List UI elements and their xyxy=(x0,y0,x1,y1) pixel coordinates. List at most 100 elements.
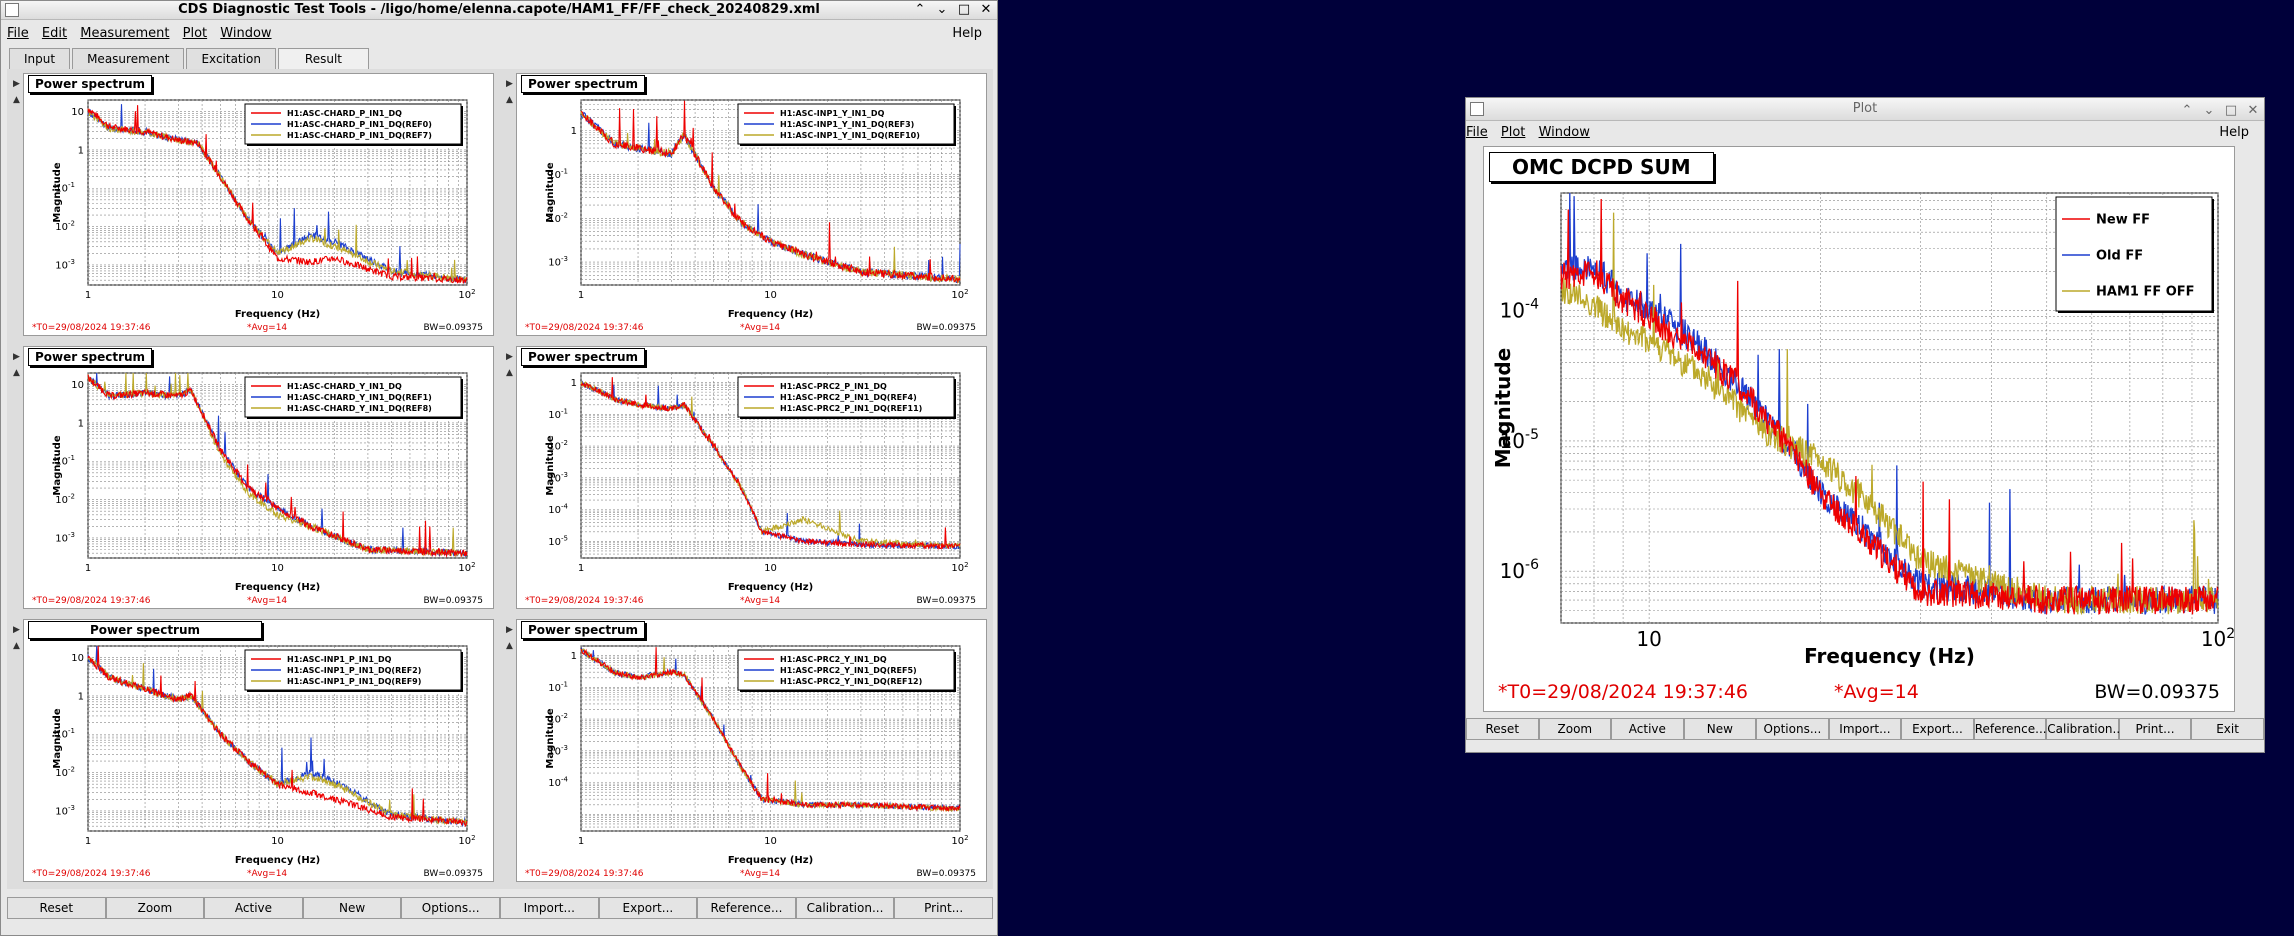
panel-title: OMC DCPD SUM xyxy=(1489,152,1714,182)
tab-result[interactable]: Result xyxy=(277,48,369,69)
menu-measurement[interactable]: Measurement xyxy=(80,26,170,41)
nav-arrow-icon[interactable]: ▲ xyxy=(13,368,20,378)
plot-menu-file[interactable]: File xyxy=(1466,125,1488,140)
y-tick-label: 10-4 xyxy=(548,776,568,790)
x-tick-label: 102 xyxy=(951,561,968,574)
plot-cell: ▶ ▲ Power spectrum 1 10 102 1 10-1 10-2 10-3 10-4 1… xyxy=(500,342,993,615)
legend-entry: H1:ASC-PRC2_P_IN1_DQ(REF11) xyxy=(780,404,922,413)
y-tick-label: 10-1 xyxy=(548,167,568,181)
nav-arrow-icon[interactable]: ▶ xyxy=(13,352,20,362)
tab-excitation[interactable]: Excitation xyxy=(186,48,276,69)
plot_window-button-print[interactable]: Print... xyxy=(2118,718,2192,740)
nav-arrow-icon[interactable]: ▶ xyxy=(506,79,513,89)
series-line-off xyxy=(87,108,468,284)
plot-titlebar[interactable]: Plot ⌃ ⌄ □ ✕ xyxy=(1466,98,2264,121)
y-tick-label: 10-1 xyxy=(55,727,75,741)
shade-icon[interactable]: ⌄ xyxy=(936,2,948,17)
close-icon[interactable]: ✕ xyxy=(2247,103,2259,118)
legend-entry: H1:ASC-PRC2_P_IN1_DQ(REF4) xyxy=(780,393,917,402)
x-tick-label: 1 xyxy=(578,563,584,574)
plot_window-button-reference[interactable]: Reference... xyxy=(1973,718,2047,740)
menu-plot[interactable]: Plot xyxy=(182,26,208,41)
close-icon[interactable]: ✕ xyxy=(980,2,992,17)
main-button-options[interactable]: Options... xyxy=(401,897,500,919)
main-tabs: Input Measurement Excitation Result xyxy=(9,48,371,69)
main-button-new[interactable]: New xyxy=(302,897,402,919)
chart-legend: H1:ASC-PRC2_P_IN1_DQ H1:ASC-PRC2_P_IN1_DQ… xyxy=(737,376,956,419)
footer-bw: BW=0.09375 xyxy=(423,869,483,879)
minimize-icon[interactable]: ⌃ xyxy=(2181,103,2193,118)
legend-entry: H1:ASC-PRC2_Y_IN1_DQ xyxy=(780,655,887,664)
footer-avg: *Avg=14 xyxy=(740,323,781,333)
tab-input[interactable]: Input xyxy=(9,48,71,69)
y-axis-label: Magnitude xyxy=(52,162,63,222)
nav-arrow-icon[interactable]: ▶ xyxy=(13,625,20,635)
series-line-off xyxy=(87,657,468,826)
plot_window-button-reset[interactable]: Reset xyxy=(1466,718,1539,740)
plot-menu-help[interactable]: Help xyxy=(2219,125,2249,140)
plot-menu-window[interactable]: Window xyxy=(1538,125,1590,140)
spectrum-panel[interactable]: Power spectrum 1 10 102 10 1 10-1 10-2 10-3 Frequ… xyxy=(23,619,494,882)
x-tick-label: 10 xyxy=(764,836,777,847)
nav-arrow-icon[interactable]: ▲ xyxy=(506,641,513,651)
plot_window-button-export[interactable]: Export... xyxy=(1901,718,1974,740)
panel-title: Power spectrum xyxy=(521,621,646,639)
shade-icon[interactable]: ⌄ xyxy=(2203,103,2215,118)
panel-title: Power spectrum xyxy=(28,348,153,366)
main-menubar: File Edit Measurement Plot Window Help xyxy=(7,25,997,43)
nav-arrow-icon[interactable]: ▲ xyxy=(506,368,513,378)
series-line-new xyxy=(1560,198,2219,615)
main-button-active[interactable]: Active xyxy=(204,897,303,919)
x-tick-label: 10 xyxy=(1636,627,1661,651)
nav-arrow-icon[interactable]: ▲ xyxy=(13,95,20,105)
main-button-export[interactable]: Export... xyxy=(598,897,698,919)
main-button-reference[interactable]: Reference... xyxy=(697,897,796,919)
plot-grid: ▶ ▲ Power spectrum 1 10 102 10 1 10-1 10-2 10-3 Fre… xyxy=(7,69,993,889)
main-button-reset[interactable]: Reset xyxy=(7,897,106,919)
chart-legend: New FF Old FF HAM1 FF OFF xyxy=(2055,196,2214,313)
x-tick-label: 1 xyxy=(85,836,91,847)
plot_window-button-calibration[interactable]: Calibration... xyxy=(2046,718,2124,740)
nav-arrow-icon[interactable]: ▲ xyxy=(506,95,513,105)
y-axis-label: Magnitude xyxy=(545,162,556,222)
main-titlebar[interactable]: CDS Diagnostic Test Tools - /ligo/home/e… xyxy=(1,1,997,20)
y-axis-label: Magnitude xyxy=(1491,348,1515,469)
nav-arrow-icon[interactable]: ▶ xyxy=(506,352,513,362)
menu-help[interactable]: Help xyxy=(952,26,982,41)
plot_window-button-active[interactable]: Active xyxy=(1611,718,1684,740)
spectrum-panel[interactable]: Power spectrum 1 10 102 10 1 10-1 10-2 10-3 Frequ… xyxy=(23,73,494,336)
series-line-new xyxy=(580,377,961,551)
maximize-icon[interactable]: □ xyxy=(2224,103,2238,118)
legend-entry: H1:ASC-CHARD_P_IN1_DQ(REF7) xyxy=(287,131,432,140)
menu-window[interactable]: Window xyxy=(220,26,272,41)
nav-arrow-icon[interactable]: ▶ xyxy=(13,79,20,89)
menu-edit[interactable]: Edit xyxy=(41,26,68,41)
menu-file[interactable]: File xyxy=(7,26,29,41)
plot-menu-plot[interactable]: Plot xyxy=(1500,125,1526,140)
plot_window-button-options[interactable]: Options... xyxy=(1756,718,1829,740)
y-tick-label: 1 xyxy=(78,418,84,429)
plot_window-button-new[interactable]: New xyxy=(1683,718,1757,740)
spectrum-panel[interactable]: Power spectrum 1 10 102 1 10-1 10-2 10-3 10-4 10-… xyxy=(516,346,987,609)
tab-measurement[interactable]: Measurement xyxy=(72,48,185,69)
main-button-print[interactable]: Print... xyxy=(894,897,993,919)
y-axis-label: Magnitude xyxy=(545,708,556,768)
plot_window-button-exit[interactable]: Exit xyxy=(2191,718,2264,740)
x-tick-label: 102 xyxy=(951,834,968,847)
main-button-import[interactable]: Import... xyxy=(499,897,599,919)
spectrum-panel[interactable]: Power spectrum 1 10 102 10 1 10-1 10-2 10-3 Frequ… xyxy=(23,346,494,609)
nav-arrow-icon[interactable]: ▲ xyxy=(13,641,20,651)
spectrum-panel[interactable]: Power spectrum 1 10 102 1 10-1 10-2 10-3 10-4 Fre… xyxy=(516,619,987,882)
main-button-zoom[interactable]: Zoom xyxy=(105,897,205,919)
grid-lines xyxy=(1560,192,2219,624)
plot_window-button-zoom[interactable]: Zoom xyxy=(1538,718,1612,740)
y-tick-label: 10-4 xyxy=(548,503,568,517)
footer-t0: *T0=29/08/2024 19:37:46 xyxy=(525,323,644,333)
spectrum-panel[interactable]: Power spectrum 1 10 102 1 10-1 10-2 10-3 Frequen… xyxy=(516,73,987,336)
nav-arrow-icon[interactable]: ▶ xyxy=(506,625,513,635)
main-button-calibration[interactable]: Calibration... xyxy=(795,897,895,919)
x-tick-label: 10 xyxy=(764,290,777,301)
minimize-icon[interactable]: ⌃ xyxy=(914,2,926,17)
maximize-icon[interactable]: □ xyxy=(957,2,971,17)
plot_window-button-import[interactable]: Import... xyxy=(1828,718,1902,740)
